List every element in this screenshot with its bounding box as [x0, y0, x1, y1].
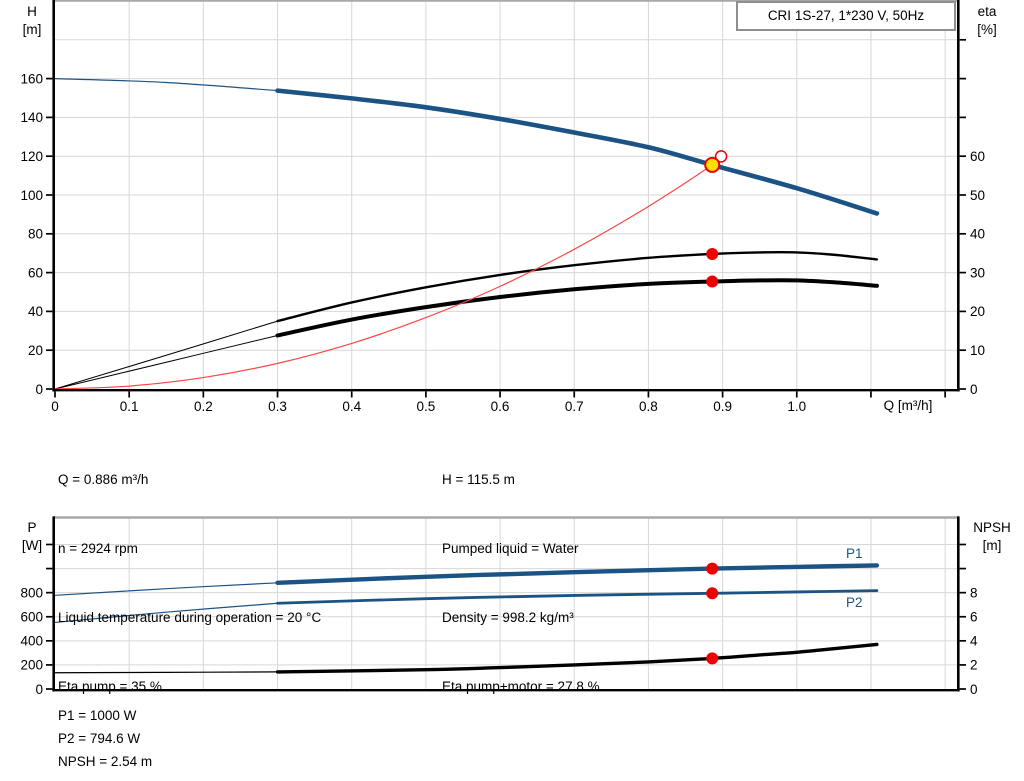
- svg-text:800: 800: [20, 585, 43, 600]
- power-left-axis-title: P [W]: [12, 519, 52, 555]
- eta-pump-motor-point: [706, 275, 719, 288]
- eta-pump-motor-curve: [54, 278, 879, 390]
- npsh-curve: [54, 642, 879, 674]
- info-eta-pump: Eta pump = 35 %: [58, 679, 162, 694]
- svg-text:0: 0: [35, 682, 43, 697]
- power-npsh-axes: [52, 516, 960, 692]
- eta-pump-point: [706, 247, 719, 260]
- eta-pump-curve: [54, 250, 879, 390]
- info-eta-pump-motor: Eta pump+motor = 27.8 %: [442, 679, 600, 694]
- info-density: Density = 998.2 kg/m³: [442, 610, 574, 625]
- power-npsh-ticks: 0 200 400 600 800 0 2 4 6 8: [20, 543, 978, 697]
- head-curve: [54, 78, 880, 216]
- info-left-column: Q = 0.886 m³/h n = 2924 rpm Liquid tempe…: [58, 422, 321, 721]
- footer-values: P1 = 1000 W P2 = 794.6 W NPSH = 2.54 m: [58, 704, 152, 773]
- power-axis-unit: [W]: [21, 538, 43, 553]
- qh-eta-ticks: 0 20 40 60 80 100 120 140 160 0 10 20 30 40 50 60 0 0.1 0.…: [20, 38, 985, 414]
- footer-p2: P2 = 794.6 W: [58, 731, 141, 746]
- svg-text:0.5: 0.5: [416, 399, 435, 414]
- svg-text:0.4: 0.4: [342, 399, 361, 414]
- info-n: n = 2924 rpm: [58, 541, 138, 556]
- svg-text:30: 30: [970, 265, 985, 280]
- svg-text:0.1: 0.1: [120, 399, 139, 414]
- svg-text:60: 60: [970, 149, 985, 164]
- eta-axis-symbol: eta: [977, 4, 997, 19]
- info-liquid-temp: Liquid temperature during operation = 20…: [58, 610, 322, 625]
- svg-text:600: 600: [20, 610, 43, 625]
- p2-series-label: P2: [846, 595, 863, 610]
- svg-text:20: 20: [970, 304, 985, 319]
- svg-text:0: 0: [35, 382, 43, 397]
- qh-eta-gridlines: [55, 1, 957, 389]
- svg-text:100: 100: [20, 188, 43, 203]
- power-axis-symbol: P: [27, 520, 37, 535]
- svg-text:0: 0: [970, 382, 978, 397]
- info-q: Q = 0.886 m³/h: [58, 472, 149, 487]
- npsh-axis-symbol: NPSH: [973, 520, 1011, 535]
- p2-point: [706, 587, 719, 600]
- svg-text:20: 20: [28, 343, 43, 358]
- svg-text:120: 120: [20, 149, 43, 164]
- svg-text:0.6: 0.6: [491, 399, 510, 414]
- svg-text:40: 40: [28, 304, 43, 319]
- svg-text:400: 400: [20, 634, 43, 649]
- svg-text:0.8: 0.8: [639, 399, 658, 414]
- svg-text:6: 6: [970, 610, 978, 625]
- info-pumped-liquid: Pumped liquid = Water: [442, 541, 579, 556]
- svg-text:60: 60: [28, 265, 43, 280]
- svg-text:0: 0: [51, 399, 59, 414]
- p1-point: [706, 562, 719, 575]
- pump-title-box: CRI 1S-27, 1*230 V, 50Hz: [736, 1, 956, 31]
- npsh-point: [706, 652, 719, 665]
- svg-text:2: 2: [970, 658, 978, 673]
- rated-point-open: [714, 150, 728, 163]
- eta-axis-unit: [%]: [977, 22, 997, 37]
- head-axis-unit: [m]: [22, 22, 42, 37]
- svg-text:50: 50: [970, 188, 985, 203]
- info-right-column: H = 115.5 m Pumped liquid = Water Densit…: [442, 422, 600, 721]
- p1-series-label: P1: [846, 546, 863, 561]
- svg-text:80: 80: [28, 227, 43, 242]
- q-axis-title: Q [m³/h]: [883, 398, 933, 413]
- duty-point: [704, 156, 721, 173]
- qh-left-axis-title: H [m]: [12, 3, 52, 39]
- svg-text:1.0: 1.0: [787, 399, 806, 414]
- p2-curve: [54, 589, 879, 624]
- svg-text:40: 40: [970, 227, 985, 242]
- svg-text:0.7: 0.7: [565, 399, 584, 414]
- qh-eta-group: 0 20 40 60 80 100 120 140 160 0 10 20 30 40 50 60 0 0.1 0.…: [20, 0, 985, 414]
- svg-text:140: 140: [20, 110, 43, 125]
- footer-npsh: NPSH = 2.54 m: [58, 754, 153, 769]
- svg-text:160: 160: [20, 71, 43, 86]
- footer-p1: P1 = 1000 W: [58, 708, 137, 723]
- power-npsh-gridlines: [55, 518, 957, 689]
- p1-curve: [54, 563, 880, 596]
- svg-text:0.2: 0.2: [194, 399, 213, 414]
- qh-right-axis-title: eta [%]: [966, 3, 1008, 39]
- svg-text:0: 0: [970, 682, 978, 697]
- npsh-axis-unit: [m]: [982, 538, 1002, 553]
- info-h: H = 115.5 m: [442, 472, 515, 487]
- svg-text:4: 4: [970, 634, 978, 649]
- svg-text:0.9: 0.9: [713, 399, 732, 414]
- svg-text:8: 8: [970, 585, 978, 600]
- duty-line: [54, 155, 722, 390]
- qh-eta-axes: [52, 0, 960, 392]
- svg-text:10: 10: [970, 343, 985, 358]
- head-axis-symbol: H: [27, 4, 37, 19]
- svg-text:0.3: 0.3: [268, 399, 287, 414]
- svg-text:200: 200: [20, 658, 43, 673]
- npsh-axis-title: NPSH [m]: [964, 519, 1020, 555]
- power-npsh-group: 0 200 400 600 800 0 2 4 6 8: [20, 516, 978, 697]
